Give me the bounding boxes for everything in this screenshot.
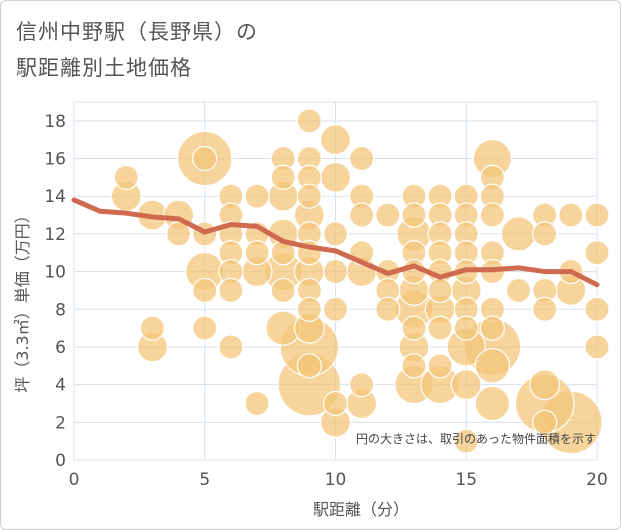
bubble-point xyxy=(320,161,351,193)
bubble-point xyxy=(584,202,610,228)
bubble-point xyxy=(427,315,453,341)
y-axis-label: 坪（3.3㎡）単価（万円） xyxy=(13,207,32,392)
bubble-point xyxy=(479,315,505,341)
grid-lines xyxy=(73,101,598,461)
x-tick-label: 20 xyxy=(586,470,608,490)
y-tick-label: 6 xyxy=(55,338,66,358)
size-note: 円の大きさは、取引のあった物件面積を示す xyxy=(356,431,596,446)
tick-labels: 0 5 10 15 20 0 2 4 6 8 10 12 14 16 18 xyxy=(44,112,607,490)
chart-title-line2: 駅距離別土地価格 xyxy=(16,56,192,80)
bubble-point xyxy=(427,353,453,379)
y-tick-label: 12 xyxy=(44,225,66,245)
y-tick-label: 16 xyxy=(44,150,66,170)
bubble-point xyxy=(532,221,558,247)
bubble-point xyxy=(375,202,401,228)
bubble-point xyxy=(296,353,322,379)
y-tick-label: 8 xyxy=(55,300,66,320)
x-tick-label: 5 xyxy=(199,470,210,490)
bubble-point xyxy=(320,124,351,156)
bubble-point xyxy=(296,108,322,134)
bubble-point xyxy=(322,296,349,322)
bubble-point xyxy=(322,390,349,417)
y-tick-label: 0 xyxy=(55,451,66,471)
y-tick-label: 10 xyxy=(44,263,66,283)
bubble-point xyxy=(322,258,349,285)
bubble-point xyxy=(529,369,561,401)
bubble-point xyxy=(218,334,244,360)
y-tick-label: 14 xyxy=(44,187,66,207)
bubble-point xyxy=(322,221,349,247)
bubble-point xyxy=(532,409,558,435)
bubble-layer xyxy=(110,108,610,455)
bubble-point xyxy=(584,296,610,322)
bubble-point xyxy=(584,240,610,266)
x-tick-label: 0 xyxy=(69,470,80,490)
bubble-point xyxy=(450,369,482,401)
bubble-point xyxy=(244,183,270,209)
bubble-point xyxy=(192,315,218,341)
bubble-point xyxy=(375,296,401,322)
bubble-point xyxy=(296,183,322,209)
bubble-point xyxy=(584,334,610,360)
bubble-point xyxy=(505,277,532,304)
bubble-point xyxy=(349,145,375,172)
bubble-point xyxy=(453,315,479,341)
bubble-point xyxy=(270,277,296,304)
y-tick-label: 2 xyxy=(55,413,66,433)
bubble-point xyxy=(192,145,218,172)
bubble-point xyxy=(453,428,479,454)
bubble-point xyxy=(401,202,427,228)
bubble-point xyxy=(558,202,584,228)
bubble-point xyxy=(113,164,139,190)
bubble-point xyxy=(427,277,453,304)
trend-line xyxy=(71,197,600,288)
bubble-point xyxy=(401,315,427,341)
bubble-point xyxy=(244,240,270,266)
bubble-point xyxy=(401,353,427,379)
bubble-point xyxy=(500,216,537,252)
x-axis-label: 駅距離（分） xyxy=(313,500,409,519)
bubble-point xyxy=(349,202,375,228)
bubble-point xyxy=(192,277,218,304)
x-tick-label: 15 xyxy=(455,470,477,490)
bubble-point xyxy=(166,221,192,247)
chart-title-line1: 信州中野駅（長野県）の xyxy=(16,20,258,44)
bubble-point xyxy=(218,277,244,304)
x-tick-label: 10 xyxy=(325,470,347,490)
bubble-point xyxy=(474,348,511,384)
y-tick-label: 4 xyxy=(55,376,66,396)
bubble-point xyxy=(474,385,511,422)
bubble-point xyxy=(139,315,166,341)
bubble-point xyxy=(532,296,558,322)
y-tick-label: 18 xyxy=(44,112,66,132)
bubble-point xyxy=(270,164,296,190)
bubble-point xyxy=(296,296,322,322)
bubble-point xyxy=(349,372,375,398)
bubble-point xyxy=(244,390,270,417)
bubble-point xyxy=(479,202,505,228)
